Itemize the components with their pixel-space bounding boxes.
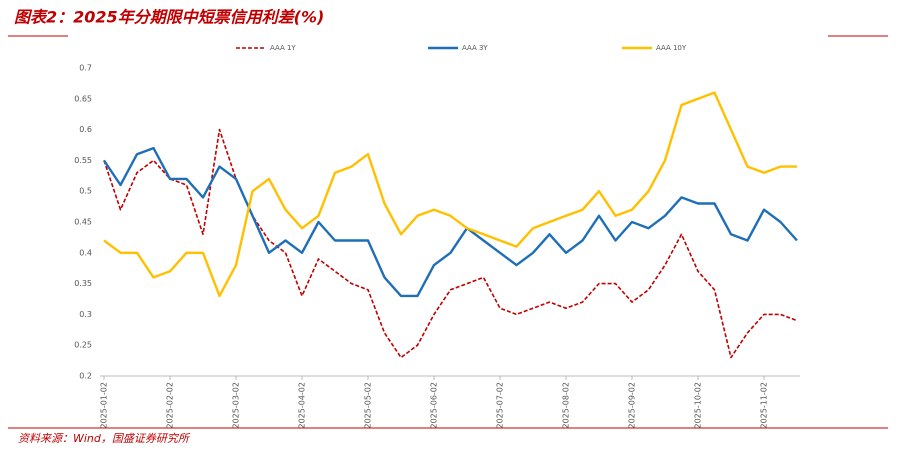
y-tick-label: 0.2 [79, 372, 92, 381]
series-line [103, 128, 798, 359]
y-tick-label: 0.3 [79, 310, 92, 319]
y-tick-label: 0.45 [74, 218, 92, 227]
y-tick-label: 0.55 [74, 156, 92, 165]
x-tick-label: 2025-08-02 [562, 382, 571, 429]
source: 资料来源：Wind，国盛证券研究所 [18, 432, 191, 445]
x-tick-label: 2025-03-02 [232, 382, 241, 429]
x-tick-label: 2025-06-02 [430, 382, 439, 429]
chart-title: 图表2：2025年分期限中短票信用利差(%) [14, 8, 324, 27]
y-tick-label: 0.25 [74, 341, 92, 350]
x-tick-label: 2025-04-02 [298, 382, 307, 429]
series-line [103, 91, 797, 298]
x-tick-label: 2025-10-02 [694, 382, 703, 429]
y-tick-label: 0.7 [79, 64, 92, 73]
x-tick-label: 2025-09-02 [628, 382, 637, 429]
x-tick-label: 2025-07-02 [496, 382, 505, 429]
legend-label: AAA 1Y [270, 44, 296, 52]
series-line [103, 146, 798, 298]
x-tick-label: 2025-11-02 [760, 382, 769, 429]
x-tick-label: 2025-05-02 [364, 382, 373, 429]
x-tick-label: 2025-01-02 [100, 382, 109, 429]
legend-label: AAA 3Y [462, 44, 488, 52]
x-tick-label: 2025-02-02 [166, 382, 175, 429]
y-tick-label: 0.65 [74, 94, 92, 103]
y-tick-label: 0.5 [79, 187, 92, 196]
y-tick-label: 0.4 [79, 248, 92, 257]
y-tick-label: 0.35 [74, 279, 92, 288]
legend-label: AAA 10Y [656, 44, 687, 52]
y-tick-label: 0.6 [79, 125, 92, 134]
